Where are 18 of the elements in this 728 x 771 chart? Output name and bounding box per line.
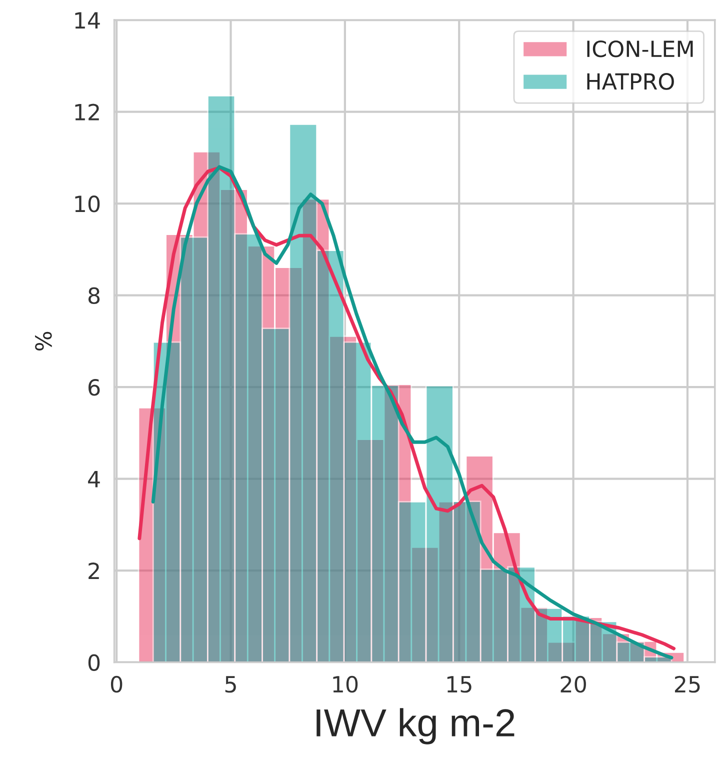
- x-tick-label: 25: [674, 676, 700, 693]
- y-tick-label: 14: [75, 12, 100, 28]
- x-tick-label: 15: [447, 676, 472, 693]
- legend-label: ICON-LEM: [587, 40, 693, 58]
- y-tick-label: 6: [88, 378, 100, 396]
- y-tick-label: 8: [88, 287, 100, 304]
- x-tick-label: 0: [110, 676, 122, 693]
- y-tick-label: 0: [88, 654, 100, 672]
- x-tick-label: 10: [333, 676, 358, 693]
- y-tick-label: 10: [75, 195, 100, 212]
- legend-label: HATPRO: [587, 73, 674, 90]
- y-axis-title: %: [35, 332, 52, 350]
- x-tick-label: 20: [560, 676, 586, 693]
- x-axis-title: IWV kg m-2: [316, 708, 514, 744]
- y-tick-label: 2: [88, 562, 99, 579]
- x-tick-label: 5: [225, 676, 236, 693]
- y-tick-label: 4: [88, 471, 100, 488]
- y-tick-label: 12: [75, 104, 99, 120]
